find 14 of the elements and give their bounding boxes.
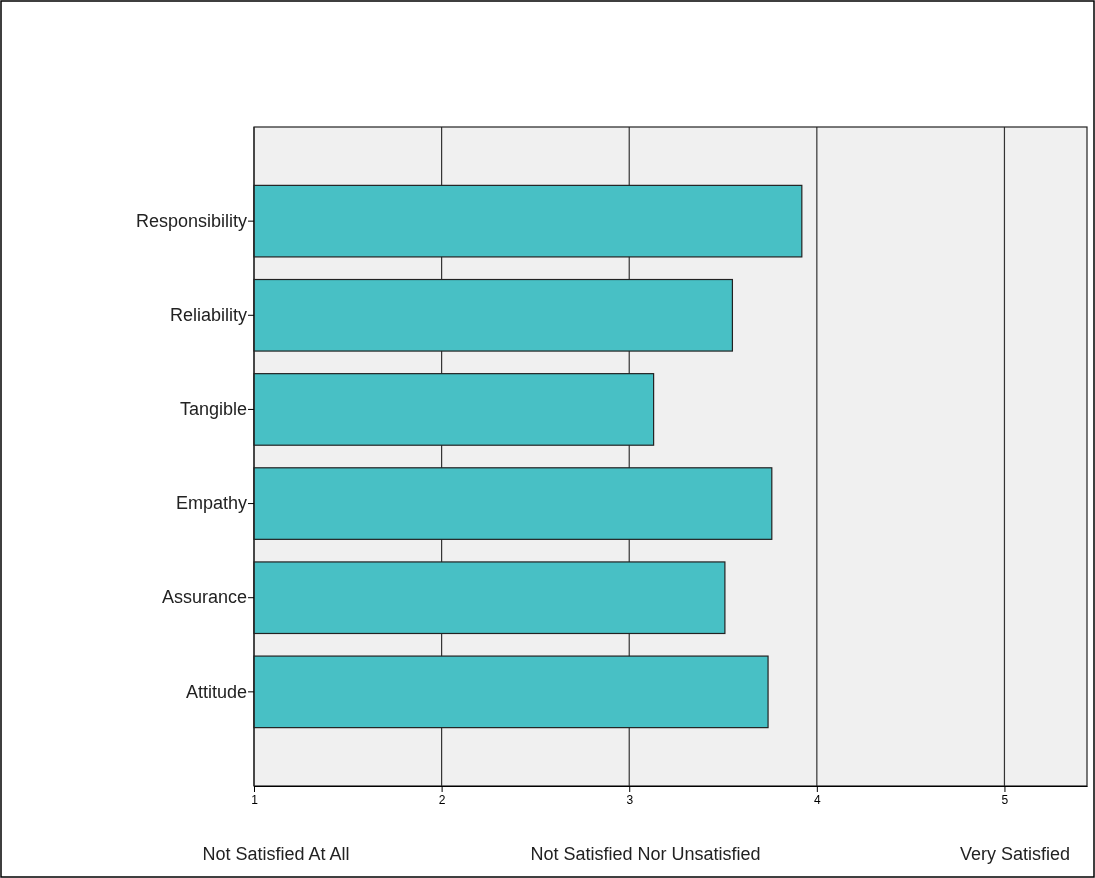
y-tick-label: Attitude	[185, 681, 247, 702]
text: Not Satisfied Nor Unsatisfied	[530, 844, 761, 864]
y-tick-label: Reliability	[169, 305, 247, 326]
text: Not Satisfied At All	[202, 844, 350, 864]
x-tick-label: 3	[626, 792, 634, 807]
y-tick-label: Responsibility	[135, 210, 247, 231]
x-tick-label: 1	[251, 792, 259, 807]
x-tick-label: 2	[438, 792, 446, 807]
y-tick-label: Empathy	[175, 493, 247, 514]
x-tick-label: 5	[1001, 792, 1009, 807]
y-tick-label: Tangible	[179, 399, 247, 420]
text: Very Satisfied	[959, 844, 1071, 864]
x-tick-label: 4	[813, 792, 821, 807]
y-tick-label: Assurance	[161, 587, 247, 608]
